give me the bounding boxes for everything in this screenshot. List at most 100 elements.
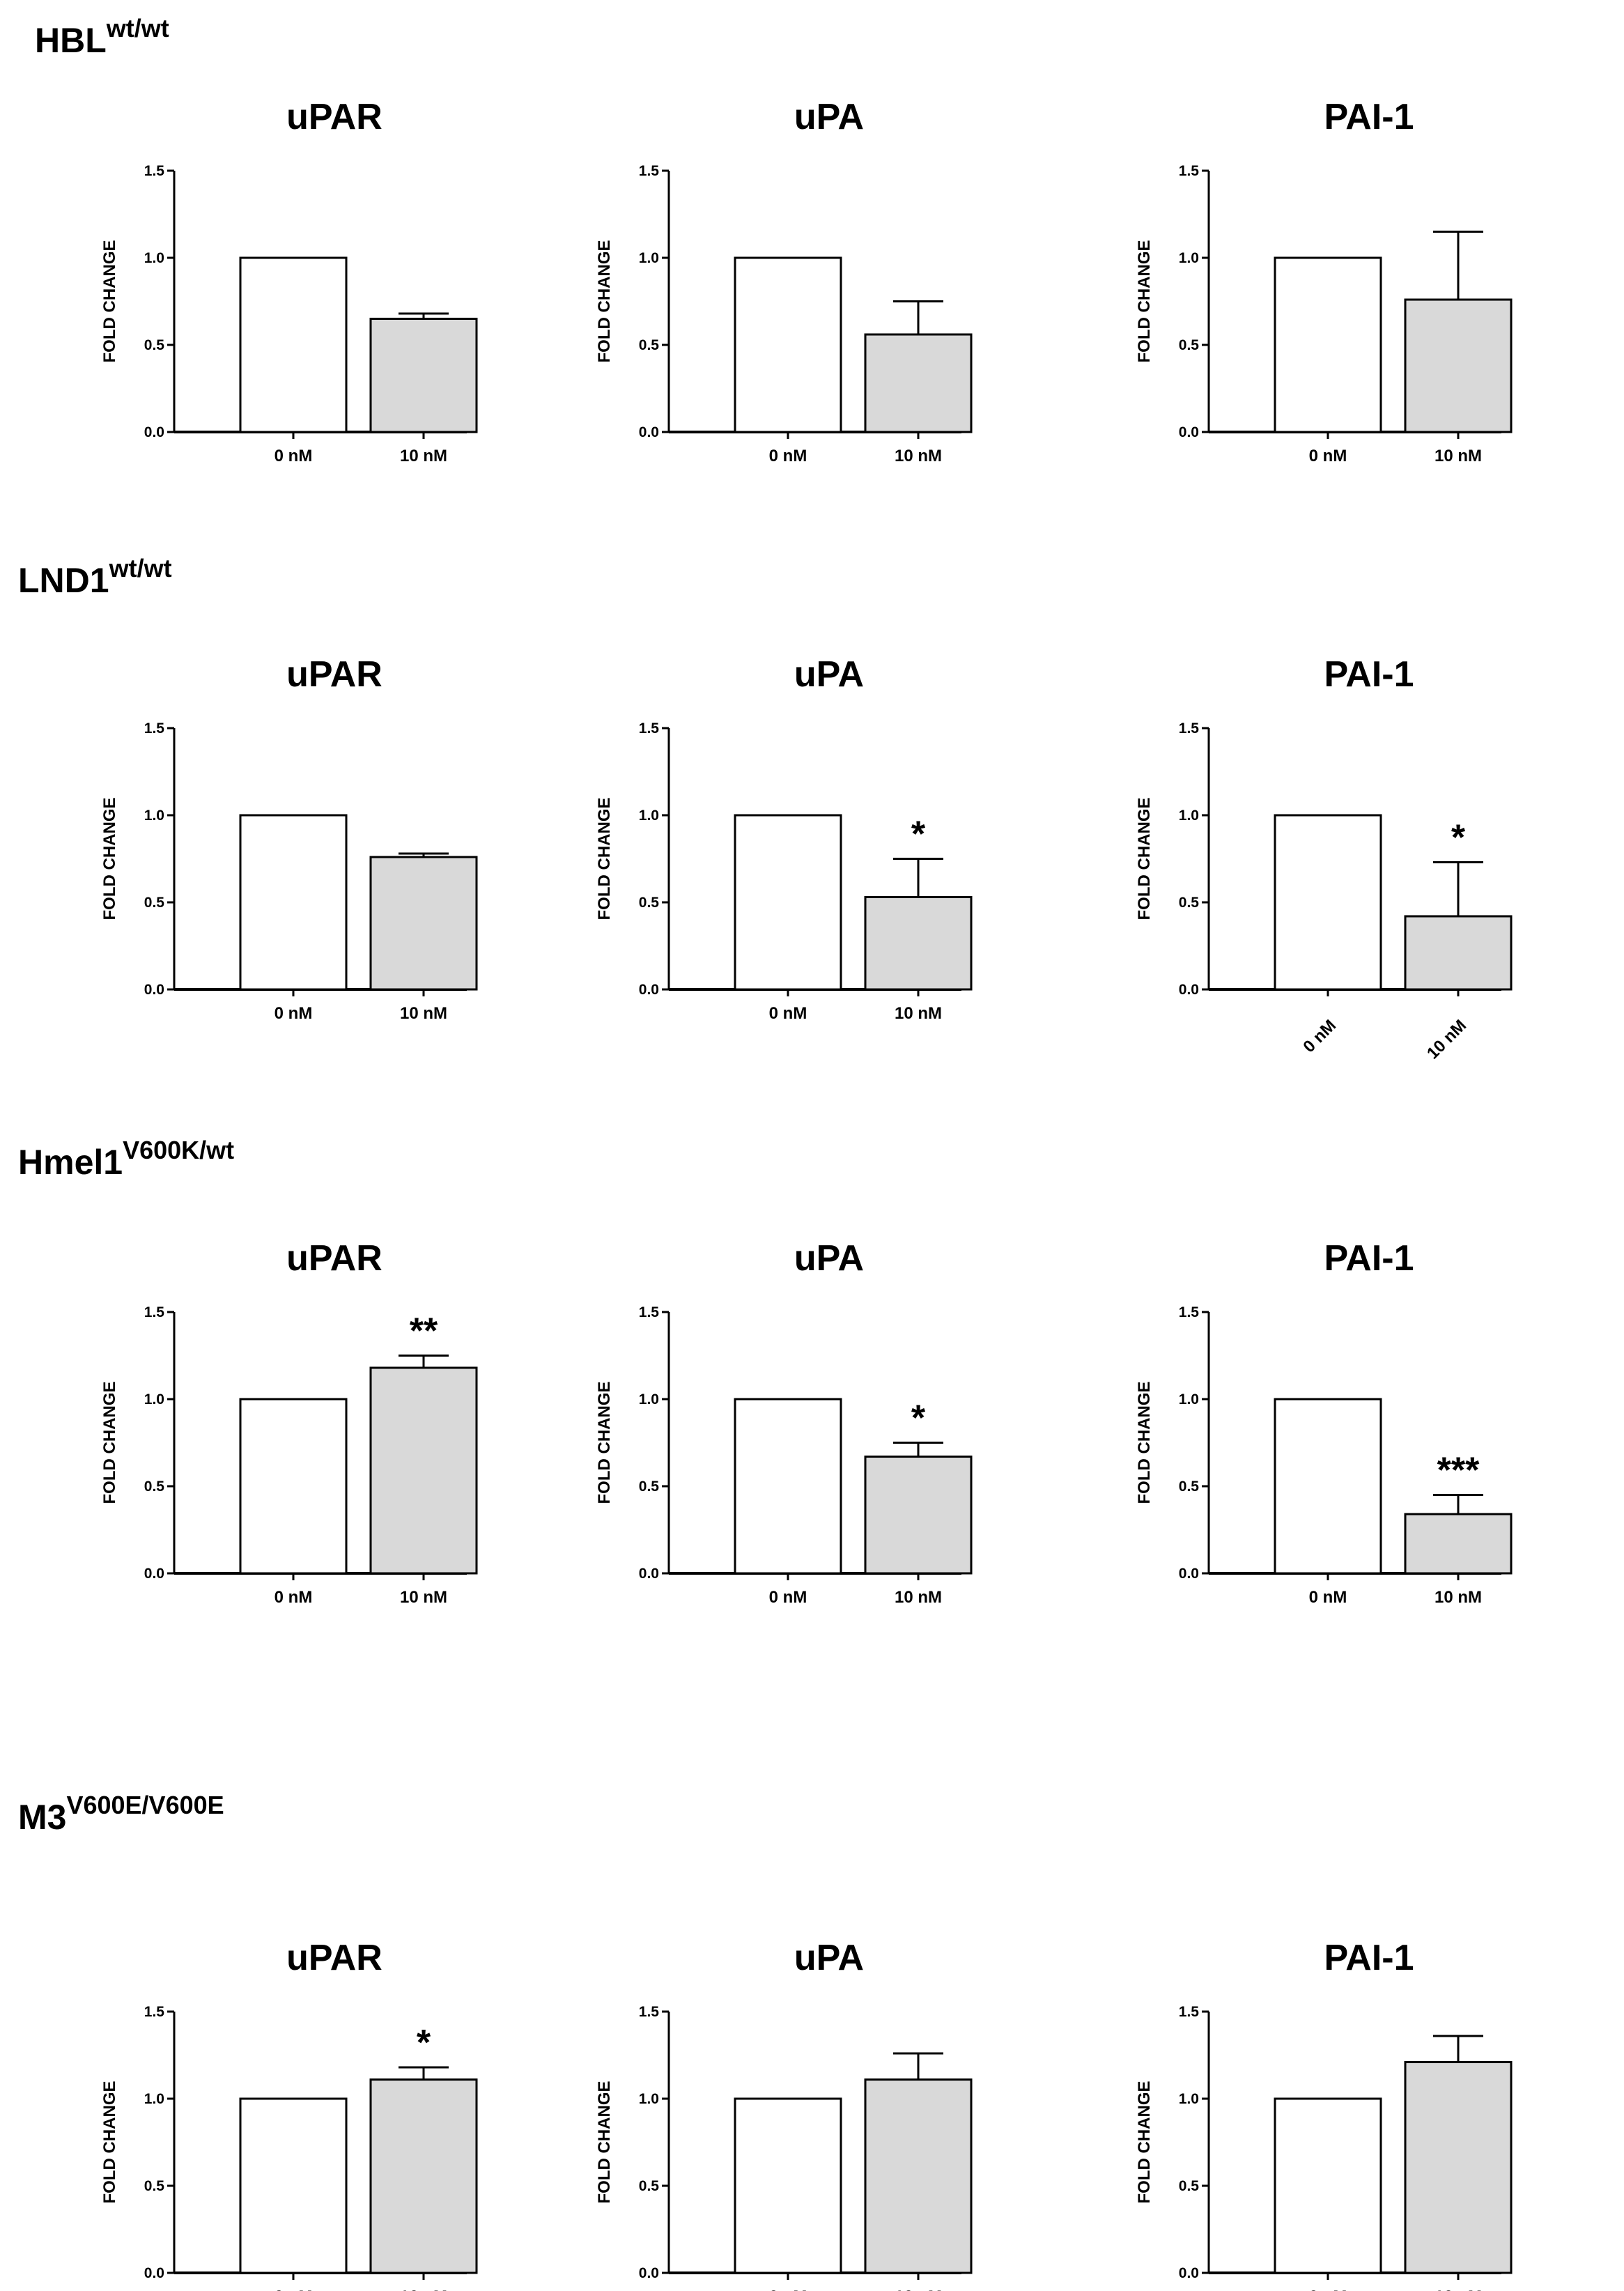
x-tick-label: 10 nM — [400, 447, 447, 465]
x-tick-label: 10 nM — [400, 1004, 447, 1023]
bar-treated — [369, 1366, 478, 1575]
bar-treated — [864, 1456, 973, 1575]
panel-title: uPA — [794, 654, 864, 695]
x-tick-label: 0 nM — [769, 1004, 807, 1023]
panel-title: uPAR — [286, 654, 382, 695]
chart-panel: uPA 0.0 0.5 1.0 1.5 FOLD CHANGE 0 nM 10 nM * — [595, 654, 973, 1023]
x-tick-label: 10 nM — [400, 2288, 447, 2291]
chart-panel: uPA 0.0 0.5 1.0 1.5 FOLD CHANGE 0 nM 10 nM * — [595, 1238, 973, 1607]
bar-control — [1274, 814, 1382, 991]
x-tick-label: 10 nM — [1434, 1588, 1482, 1607]
y-axis-label: FOLD CHANGE — [595, 798, 614, 920]
y-tick-label: 1.0 — [639, 808, 659, 824]
y-tick-label: 1.0 — [1179, 808, 1199, 824]
row-label-hmel1: Hmel1V600K/wt — [18, 1136, 234, 1182]
x-tick-label: 0 nM — [274, 1588, 313, 1607]
row-label-main: LND1 — [18, 561, 109, 600]
bar-treated — [864, 896, 973, 991]
bar-treated — [369, 318, 478, 433]
y-tick-label: 1.0 — [144, 2091, 164, 2107]
y-tick-label: 1.5 — [639, 720, 660, 736]
y-tick-label: 1.0 — [144, 1391, 164, 1407]
y-tick-label: 0.0 — [144, 2265, 164, 2281]
y-tick-label: 1.5 — [1179, 2004, 1200, 2020]
bar-control — [734, 1398, 842, 1575]
row-label-main: HBL — [35, 21, 107, 60]
bar-control — [1274, 256, 1382, 433]
y-tick-label: 1.0 — [144, 250, 164, 266]
row-label-lnd1: LND1wt/wt — [18, 554, 172, 600]
y-tick-label: 0.5 — [144, 1479, 165, 1495]
bar-treated — [864, 2078, 973, 2274]
x-tick-label: 0 nM — [274, 1004, 313, 1023]
panel-title: PAI-1 — [1324, 1238, 1414, 1279]
chart-panel: uPAR 0.0 0.5 1.0 1.5 FOLD CHANGE 0 nM 10 nM * — [100, 1938, 478, 2291]
y-tick-label: 1.5 — [144, 1304, 165, 1320]
x-tick-label: 0 nM — [769, 2288, 807, 2291]
x-tick-label: 10 nM — [1434, 2288, 1482, 2291]
panel-title: uPA — [794, 1238, 864, 1279]
y-tick-label: 1.0 — [1179, 1391, 1199, 1407]
y-tick-label: 1.0 — [1179, 2091, 1199, 2107]
panel-title: uPAR — [286, 1938, 382, 1978]
x-tick-label: 0 nM — [1299, 1016, 1340, 1056]
y-axis-label: FOLD CHANGE — [100, 2081, 119, 2204]
significance-marker: *** — [1437, 1451, 1480, 1491]
chart-panels: uPAR 0.0 0.5 1.0 1.5 FOLD CHANGE 0 nM 10 nM uPA 0… — [100, 97, 1513, 2291]
y-axis-label: FOLD CHANGE — [595, 1382, 614, 1504]
x-tick-label: 10 nM — [400, 1588, 447, 1607]
y-tick-label: 1.0 — [639, 2091, 659, 2107]
chart-panel: PAI-1 0.0 0.5 1.0 1.5 FOLD CHANGE 0 nM 10 nM *** — [1135, 1238, 1513, 1607]
x-tick-label: 0 nM — [274, 447, 313, 465]
chart-panel: PAI-1 0.0 0.5 1.0 1.5 FOLD CHANGE 0 nM 10 nM * — [1135, 654, 1513, 1063]
bar-control — [239, 814, 348, 991]
row-label-hbl: HBLwt/wt — [35, 14, 169, 60]
y-tick-label: 1.5 — [144, 720, 165, 736]
bar-treated — [1404, 2061, 1513, 2274]
x-tick-label: 0 nM — [274, 2288, 313, 2291]
y-tick-label: 0.0 — [639, 1566, 659, 1582]
panel-title: PAI-1 — [1324, 1938, 1414, 1978]
chart-panel: uPA 0.0 0.5 1.0 1.5 FOLD CHANGE 0 nM 10 nM — [595, 97, 973, 465]
bar-control — [734, 256, 842, 433]
x-tick-label: 10 nM — [895, 1588, 942, 1607]
x-tick-label: 0 nM — [1309, 1588, 1347, 1607]
y-tick-label: 0.0 — [639, 2265, 659, 2281]
y-tick-label: 0.5 — [144, 337, 165, 353]
x-tick-label: 0 nM — [769, 447, 807, 465]
row-label-main: M3 — [18, 1798, 66, 1837]
row-label-sup: wt/wt — [109, 554, 172, 583]
bar-treated — [1404, 1513, 1513, 1575]
y-tick-label: 1.5 — [639, 2004, 660, 2020]
chart-panel: PAI-1 0.0 0.5 1.0 1.5 FOLD CHANGE 0 nM 10 nM — [1135, 97, 1513, 465]
y-tick-label: 0.0 — [1179, 982, 1199, 998]
bar-control — [1274, 1398, 1382, 1575]
row-label-m3: M3V600E/V600E — [18, 1791, 224, 1837]
chart-panel: uPAR 0.0 0.5 1.0 1.5 FOLD CHANGE 0 nM 10 nM — [100, 654, 478, 1023]
y-axis-label: FOLD CHANGE — [1135, 1382, 1154, 1504]
y-axis-label: FOLD CHANGE — [595, 2081, 614, 2204]
y-tick-label: 1.5 — [639, 1304, 660, 1320]
y-tick-label: 0.5 — [639, 895, 660, 911]
y-tick-label: 0.5 — [639, 1479, 660, 1495]
y-axis-label: FOLD CHANGE — [100, 240, 119, 363]
y-tick-label: 0.0 — [1179, 424, 1199, 440]
significance-marker: * — [417, 2023, 431, 2063]
bar-treated — [1404, 298, 1513, 433]
x-tick-label: 10 nM — [895, 447, 942, 465]
bar-control — [1274, 2097, 1382, 2274]
y-tick-label: 1.5 — [144, 2004, 165, 2020]
x-tick-label: 0 nM — [769, 1588, 807, 1607]
y-tick-label: 0.5 — [1179, 895, 1200, 911]
chart-panel: uPAR 0.0 0.5 1.0 1.5 FOLD CHANGE 0 nM 10 nM — [100, 97, 478, 465]
y-tick-label: 0.5 — [144, 895, 165, 911]
bar-control — [734, 814, 842, 991]
x-tick-label: 10 nM — [895, 2288, 942, 2291]
significance-marker: * — [1451, 818, 1466, 858]
chart-panel: uPAR 0.0 0.5 1.0 1.5 FOLD CHANGE 0 nM 10 nM ** — [100, 1238, 478, 1607]
x-tick-label: 0 nM — [1309, 447, 1347, 465]
bar-control — [734, 2097, 842, 2274]
panel-title: uPA — [794, 97, 864, 137]
y-tick-label: 0.5 — [639, 2178, 660, 2194]
